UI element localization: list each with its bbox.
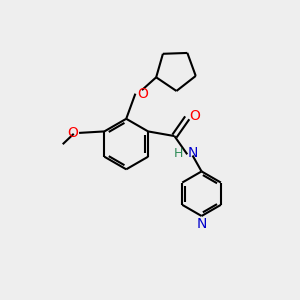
Text: H: H <box>174 147 183 160</box>
Text: O: O <box>189 109 200 123</box>
Text: N: N <box>196 218 207 232</box>
Text: O: O <box>137 87 148 101</box>
Text: O: O <box>67 126 78 140</box>
Text: N: N <box>187 146 198 160</box>
